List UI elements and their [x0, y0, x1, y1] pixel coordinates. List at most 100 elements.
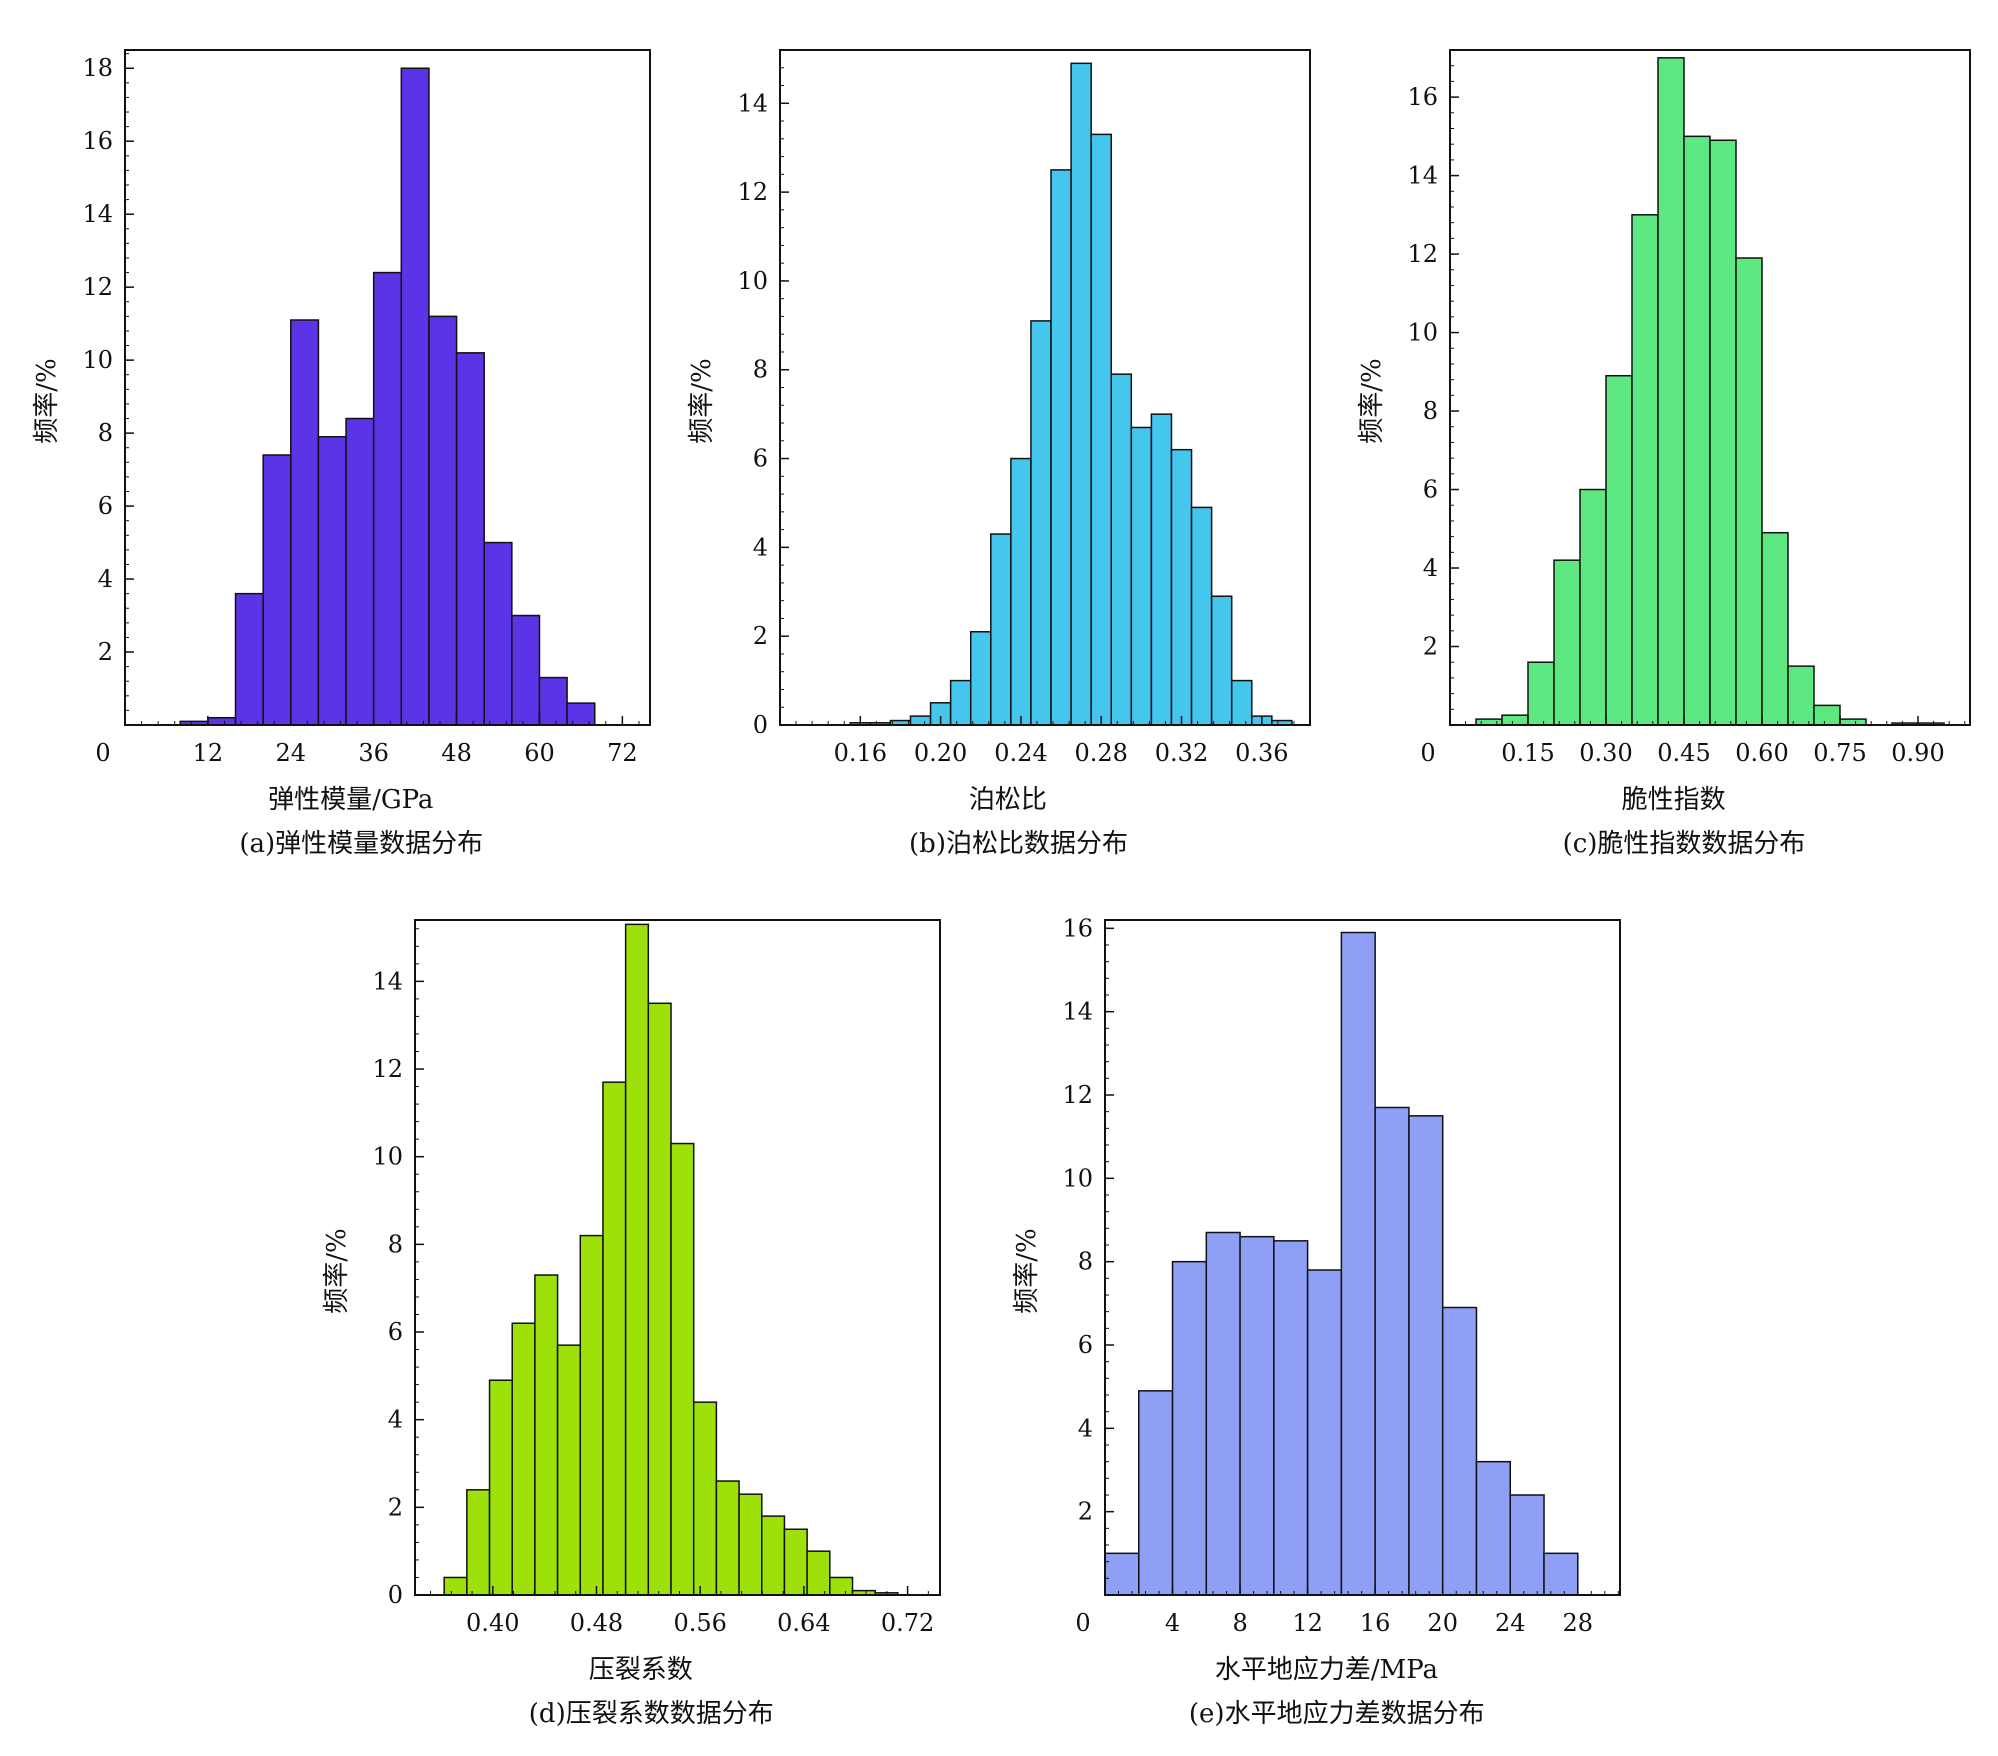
x-tick-label: 0.30 — [1579, 739, 1632, 767]
bar — [1070, 62, 1092, 726]
figure-caption: (d)压裂系数数据分布 — [529, 1699, 774, 1729]
bar — [647, 1002, 672, 1596]
x-axis-title: 泊松比 — [969, 785, 1047, 815]
bar — [1230, 679, 1253, 726]
y-tick-label: 12 — [372, 1055, 403, 1083]
bar — [466, 1489, 491, 1596]
x-tick-label: 36 — [358, 739, 389, 767]
bar — [1104, 1552, 1140, 1596]
y-tick-label: 4 — [1078, 1414, 1093, 1442]
bar — [400, 67, 430, 726]
bars — [849, 62, 1293, 726]
bar — [1408, 1115, 1444, 1596]
origin-label: 0 — [95, 739, 110, 767]
y-tick-label: 18 — [82, 54, 113, 82]
y-tick-label: 16 — [1062, 914, 1093, 942]
bar — [345, 417, 375, 726]
bar — [207, 716, 237, 726]
x-tick-label: 72 — [607, 739, 638, 767]
bar — [1735, 257, 1763, 726]
x-tick-label: 60 — [524, 739, 555, 767]
y-axis: 0 2 4 6 8 10 12 14 — [372, 967, 424, 1609]
plot-frame — [124, 49, 651, 726]
bar — [534, 1274, 559, 1596]
bar — [488, 1379, 513, 1596]
bar — [806, 1550, 831, 1596]
x-tick-label: 0.72 — [881, 1609, 934, 1637]
bar — [1813, 704, 1841, 726]
chart-svg: 0 2 4 6 8 10 12 14 0.40 0.48 0.56 0.64 0.72 频率/% 压裂系数 (… — [322, 919, 941, 1729]
bar — [990, 533, 1012, 726]
x-tick-label: 8 — [1232, 1609, 1247, 1637]
y-axis-title: 频率/% — [1357, 358, 1387, 443]
bar — [1239, 1235, 1275, 1596]
y-tick-label: 14 — [737, 89, 768, 117]
bar — [262, 454, 292, 726]
bar — [1170, 448, 1193, 726]
bar — [1130, 426, 1153, 726]
bars — [179, 67, 596, 726]
x-tick-label: 0.90 — [1891, 739, 1944, 767]
y-tick-label: 2 — [1078, 1498, 1093, 1526]
x-axis-title: 弹性模量/GPa — [268, 785, 433, 815]
chart-svg: 0 2 4 6 8 10 12 14 0.16 0.20 0.24 0.28 0.32 0.36 频率/% 泊… — [687, 49, 1311, 859]
y-tick-label: 12 — [1062, 1081, 1093, 1109]
x-tick-label: 0.48 — [570, 1609, 623, 1637]
y-tick-label: 12 — [82, 273, 113, 301]
x-tick-label: 0.40 — [466, 1609, 519, 1637]
bar — [1150, 413, 1173, 726]
y-tick-label: 10 — [1062, 1164, 1093, 1192]
y-tick-label: 6 — [98, 492, 113, 520]
bar — [624, 923, 650, 1596]
y-axis-title: 频率/% — [32, 358, 62, 443]
x-tick-label: 48 — [441, 739, 472, 767]
bar — [761, 1515, 786, 1596]
x-axis-title: 脆性指数 — [1622, 785, 1726, 815]
y-axis: 0 2 4 6 8 10 12 14 — [737, 89, 789, 739]
x-tick-label: 0.16 — [834, 739, 887, 767]
bar — [1579, 488, 1607, 726]
bar — [1171, 1260, 1208, 1596]
y-tick-label: 6 — [753, 445, 768, 473]
y-tick-label: 8 — [388, 1230, 403, 1258]
bar — [1306, 1269, 1343, 1596]
bar — [556, 1344, 582, 1596]
x-axis: 0.15 0.30 0.45 0.60 0.75 0.90 — [1501, 716, 1945, 767]
y-tick-label: 2 — [388, 1493, 403, 1521]
bar — [483, 541, 513, 726]
bar — [1605, 374, 1633, 726]
bar — [1501, 714, 1529, 726]
chart-svg: 2 4 6 8 10 12 14 16 0.15 0.30 0.45 0.60 0.75 0.90 0 频率/… — [1357, 49, 1971, 859]
x-tick-label: 0.20 — [914, 739, 967, 767]
y-tick-label: 10 — [1407, 319, 1438, 347]
histogram-fracturing-coefficient: 0 2 4 6 8 10 12 14 0.40 0.48 0.56 0.64 0.72 频率/% 压裂系数 (… — [310, 905, 950, 1735]
x-tick-label: 24 — [276, 739, 307, 767]
y-axis-title: 频率/% — [322, 1228, 352, 1313]
y-tick-label: 14 — [372, 967, 403, 995]
bar — [715, 1480, 740, 1596]
x-tick-label: 16 — [1360, 1609, 1391, 1637]
bar — [1090, 133, 1113, 726]
histogram-horizontal-stress-difference: 2 4 6 8 10 12 14 16 4 8 12 16 20 24 28 0 频率/% 水平地应力差/MPa(… — [990, 905, 1630, 1735]
x-axis: 4 8 12 16 20 24 28 — [1165, 1586, 1593, 1637]
bar — [1138, 1390, 1174, 1596]
y-tick-label: 6 — [1423, 476, 1438, 504]
x-tick-label: 0.60 — [1735, 739, 1788, 767]
y-tick-label: 8 — [1078, 1248, 1093, 1276]
histogram-elastic-modulus: 2 4 6 8 10 12 14 16 18 12 24 36 48 60 72 0 频率/% 弹性模量/GPa(… — [20, 30, 660, 860]
x-axis-title: 压裂系数 — [589, 1655, 693, 1685]
bar — [1205, 1231, 1241, 1596]
y-tick-label: 8 — [1423, 397, 1438, 425]
y-tick-label: 14 — [82, 200, 113, 228]
y-tick-label: 8 — [753, 356, 768, 384]
x-axis-title: 水平地应力差/MPa — [1215, 1655, 1438, 1685]
histogram-brittleness-index: 2 4 6 8 10 12 14 16 0.15 0.30 0.45 0.60 0.75 0.90 0 频率/… — [1340, 30, 1980, 860]
y-tick-label: 16 — [82, 127, 113, 155]
y-axis: 2 4 6 8 10 12 14 16 18 — [82, 54, 134, 666]
bar — [511, 1322, 536, 1596]
bar — [511, 614, 541, 726]
bar — [1010, 457, 1032, 726]
x-tick-label: 24 — [1495, 1609, 1526, 1637]
bar — [1030, 320, 1052, 726]
